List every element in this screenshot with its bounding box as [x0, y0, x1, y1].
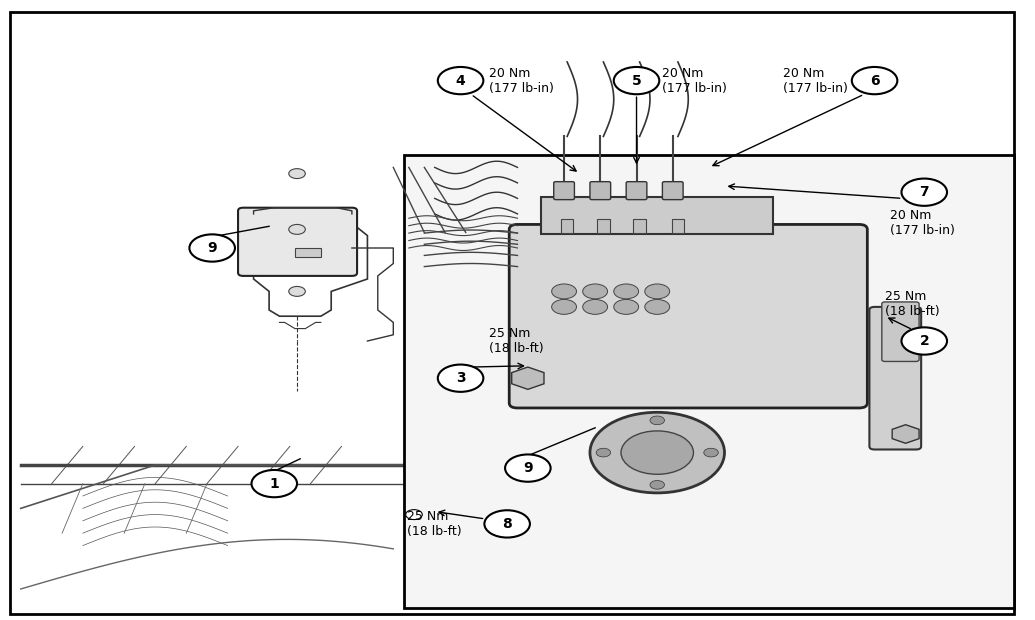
FancyBboxPatch shape: [561, 219, 573, 232]
Text: 8: 8: [502, 517, 512, 531]
FancyBboxPatch shape: [10, 12, 1014, 614]
Circle shape: [189, 234, 235, 262]
Circle shape: [614, 284, 639, 299]
Circle shape: [252, 470, 297, 497]
Circle shape: [650, 416, 664, 425]
Circle shape: [645, 284, 670, 299]
Text: 2: 2: [919, 334, 929, 348]
FancyBboxPatch shape: [597, 219, 610, 232]
Circle shape: [614, 67, 659, 94]
Text: 25 Nm
(18 lb-ft): 25 Nm (18 lb-ft): [885, 290, 940, 318]
FancyBboxPatch shape: [590, 182, 611, 200]
Text: 5: 5: [631, 74, 642, 87]
Text: 20 Nm
(177 lb-in): 20 Nm (177 lb-in): [489, 66, 554, 95]
Circle shape: [552, 284, 576, 299]
FancyBboxPatch shape: [633, 219, 646, 232]
FancyBboxPatch shape: [295, 248, 321, 257]
Text: 20 Nm
(177 lb-in): 20 Nm (177 lb-in): [783, 66, 849, 95]
Text: 25 Nm
(18 lb-ft): 25 Nm (18 lb-ft): [489, 327, 543, 355]
Circle shape: [704, 448, 718, 457]
Circle shape: [438, 365, 483, 392]
FancyBboxPatch shape: [672, 219, 684, 232]
Circle shape: [852, 67, 897, 94]
Text: 25 Nm
(18 lb-ft): 25 Nm (18 lb-ft): [407, 510, 462, 538]
Circle shape: [596, 448, 611, 457]
Circle shape: [505, 454, 551, 482]
FancyBboxPatch shape: [626, 182, 647, 200]
Circle shape: [614, 299, 639, 314]
Text: 3: 3: [455, 371, 466, 385]
Circle shape: [484, 510, 530, 538]
Circle shape: [650, 480, 664, 489]
Circle shape: [590, 412, 724, 493]
Circle shape: [901, 327, 947, 355]
Circle shape: [645, 299, 670, 314]
Text: 4: 4: [455, 74, 466, 87]
FancyBboxPatch shape: [541, 197, 773, 234]
Circle shape: [901, 179, 947, 206]
FancyBboxPatch shape: [404, 155, 1014, 608]
FancyBboxPatch shape: [882, 302, 919, 361]
Text: 1: 1: [269, 477, 279, 490]
FancyBboxPatch shape: [238, 208, 357, 276]
Circle shape: [552, 299, 576, 314]
Circle shape: [406, 510, 422, 520]
Text: 20 Nm
(177 lb-in): 20 Nm (177 lb-in): [662, 66, 728, 95]
FancyBboxPatch shape: [662, 182, 683, 200]
FancyBboxPatch shape: [509, 224, 867, 408]
Circle shape: [621, 431, 693, 474]
Circle shape: [583, 299, 608, 314]
Circle shape: [289, 286, 305, 296]
Text: 20 Nm
(177 lb-in): 20 Nm (177 lb-in): [890, 209, 955, 237]
Text: 9: 9: [207, 241, 217, 255]
Text: 9: 9: [523, 461, 533, 475]
FancyBboxPatch shape: [869, 307, 921, 450]
Text: 6: 6: [869, 74, 880, 87]
Circle shape: [583, 284, 608, 299]
FancyBboxPatch shape: [554, 182, 574, 200]
Text: 7: 7: [919, 185, 929, 199]
Circle shape: [289, 169, 305, 179]
Circle shape: [438, 67, 483, 94]
Circle shape: [289, 224, 305, 234]
